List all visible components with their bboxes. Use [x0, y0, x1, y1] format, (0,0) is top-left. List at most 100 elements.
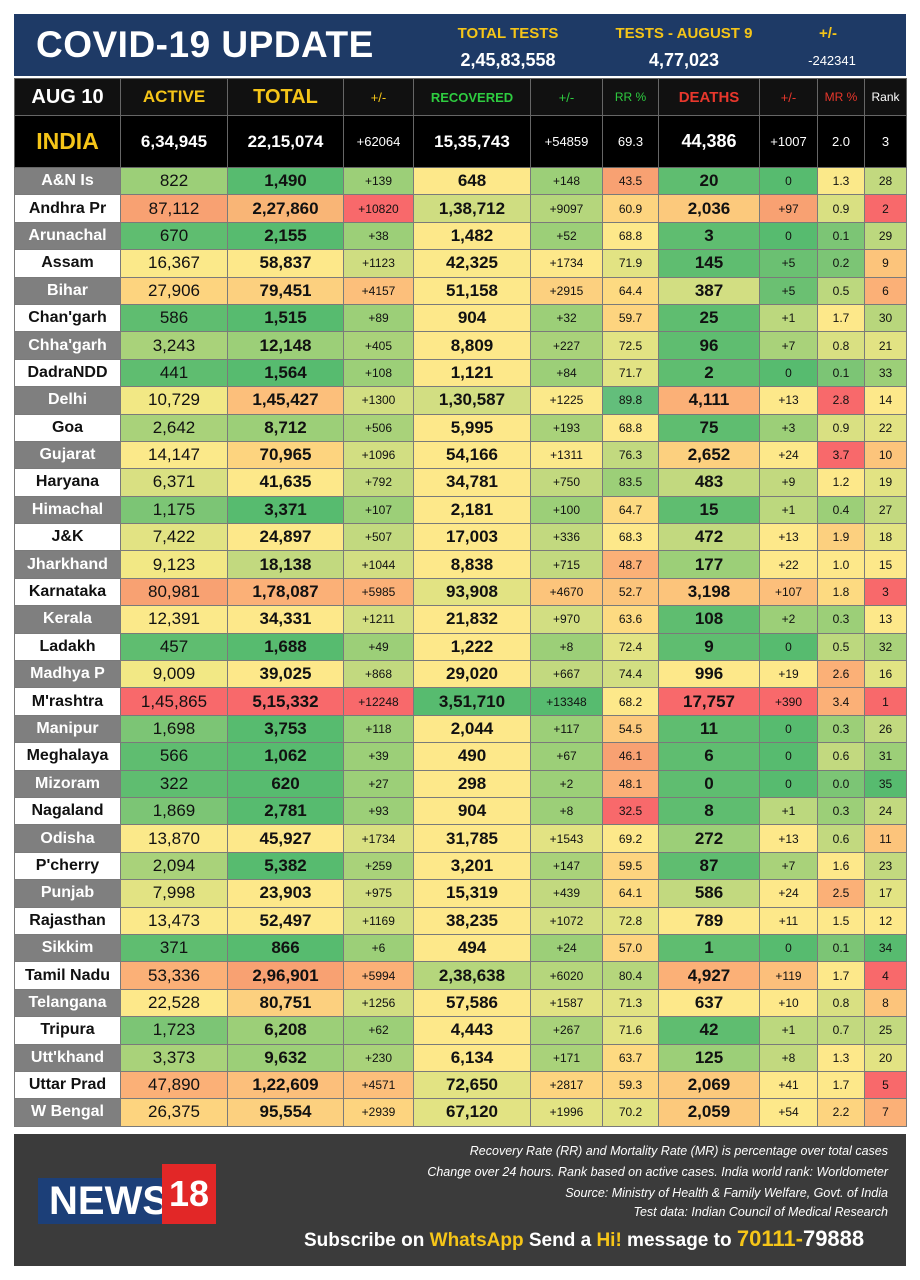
state-name: Kerala — [14, 605, 121, 634]
cell-deaths-change: +7 — [759, 331, 818, 360]
cell-total-change: +139 — [343, 166, 414, 196]
cell-active: 9,009 — [120, 660, 228, 689]
cell-rank: 9 — [864, 249, 907, 278]
cell-recovered: 8,809 — [413, 331, 531, 360]
cell-deaths-change: 0 — [759, 358, 818, 388]
cell-rank: 12 — [864, 906, 907, 935]
cell-total: 45,927 — [227, 824, 344, 853]
cell-deaths-change: +2 — [759, 605, 818, 634]
footer: Recovery Rate (RR) and Mortality Rate (M… — [14, 1134, 906, 1266]
india-rr: 69.3 — [602, 115, 659, 168]
india-mr: 2.0 — [817, 115, 865, 168]
cell-active: 322 — [120, 769, 228, 798]
cell-mr: 1.8 — [817, 577, 865, 607]
cell-deaths-change: +5 — [759, 249, 818, 278]
cell-total-change: +259 — [343, 851, 414, 881]
state-row: Goa 2,642 8,712 +506 5,995 +193 68.8 75 +3 0.9 22 — [14, 413, 907, 442]
cell-deaths-change: +11 — [759, 906, 818, 935]
cell-deaths: 20 — [658, 166, 760, 196]
cell-deaths: 789 — [658, 906, 760, 935]
column-header-row: AUG 10 ACTIVE TOTAL +/- RECOVERED +/- RR… — [14, 78, 907, 116]
cell-active: 6,371 — [120, 468, 228, 497]
cell-recovered-change: +227 — [530, 331, 603, 360]
cell-active: 1,869 — [120, 796, 228, 826]
cell-rr: 89.8 — [602, 386, 659, 415]
cell-mr: 1.7 — [817, 303, 865, 333]
cell-total-change: +27 — [343, 769, 414, 798]
cell-mr: 0.9 — [817, 413, 865, 442]
cell-active: 80,981 — [120, 577, 228, 607]
cell-deaths: 387 — [658, 276, 760, 305]
cell-recovered: 648 — [413, 166, 531, 196]
cell-rr: 69.2 — [602, 824, 659, 853]
cell-deaths: 2,036 — [658, 194, 760, 223]
cell-deaths: 15 — [658, 495, 760, 525]
state-row: DadraNDD 441 1,564 +108 1,121 +84 71.7 2 0 0.1 33 — [14, 358, 907, 388]
cell-mr: 1.7 — [817, 1070, 865, 1100]
state-name: Uttar Prad — [14, 1070, 121, 1100]
cell-mr: 0.5 — [817, 632, 865, 662]
subscribe-pre: Subscribe on — [304, 1230, 430, 1251]
cell-recovered: 1,121 — [413, 358, 531, 388]
cell-total-change: +108 — [343, 358, 414, 388]
cell-total: 39,025 — [227, 660, 344, 689]
cell-mr: 0.3 — [817, 796, 865, 826]
cell-deaths: 637 — [658, 988, 760, 1018]
col-rr: RR % — [602, 78, 659, 116]
cell-active: 13,473 — [120, 906, 228, 935]
cell-recovered: 38,235 — [413, 906, 531, 935]
cell-active: 53,336 — [120, 961, 228, 990]
cell-active: 7,998 — [120, 879, 228, 908]
cell-deaths-change: +19 — [759, 660, 818, 689]
cell-recovered: 8,838 — [413, 550, 531, 579]
cell-deaths-change: 0 — [759, 632, 818, 662]
cell-rank: 26 — [864, 714, 907, 744]
cell-rank: 15 — [864, 550, 907, 579]
cell-rr: 32.5 — [602, 796, 659, 826]
state-row: Punjab 7,998 23,903 +975 15,319 +439 64.1 586 +2… — [14, 879, 907, 908]
cell-rr: 52.7 — [602, 577, 659, 607]
cell-active: 10,729 — [120, 386, 228, 415]
state-row: J&K 7,422 24,897 +507 17,003 +336 68.3 472 +13 1.… — [14, 523, 907, 552]
india-deaths: 44,386 — [658, 115, 760, 168]
cell-rr: 72.5 — [602, 331, 659, 360]
state-row: Manipur 1,698 3,753 +118 2,044 +117 54.5 11 0 0.3… — [14, 714, 907, 744]
col-active: ACTIVE — [120, 78, 228, 116]
state-name: Sikkim — [14, 933, 121, 963]
cell-rr: 68.2 — [602, 687, 659, 716]
cell-active: 9,123 — [120, 550, 228, 579]
cell-recovered: 5,995 — [413, 413, 531, 442]
cell-deaths-change: 0 — [759, 166, 818, 196]
state-row: Jharkhand 9,123 18,138 +1044 8,838 +715 48.7 17… — [14, 550, 907, 579]
india-label: INDIA — [14, 115, 121, 168]
cell-mr: 0.0 — [817, 769, 865, 798]
cell-total-change: +12248 — [343, 687, 414, 716]
cell-rank: 19 — [864, 468, 907, 497]
cell-deaths-change: 0 — [759, 769, 818, 798]
cell-active: 441 — [120, 358, 228, 388]
cell-recovered-change: +715 — [530, 550, 603, 579]
cell-mr: 2.5 — [817, 879, 865, 908]
cell-rr: 48.1 — [602, 769, 659, 798]
cell-rank: 7 — [864, 1098, 907, 1127]
cell-rank: 5 — [864, 1070, 907, 1100]
cell-deaths: 11 — [658, 714, 760, 744]
cell-rank: 2 — [864, 194, 907, 223]
cell-mr: 0.2 — [817, 249, 865, 278]
cell-deaths: 96 — [658, 331, 760, 360]
cell-mr: 1.3 — [817, 166, 865, 196]
cell-mr: 0.1 — [817, 933, 865, 963]
col-rank: Rank — [864, 78, 907, 116]
state-name: Karnataka — [14, 577, 121, 607]
cell-recovered: 490 — [413, 742, 531, 771]
cell-mr: 1.3 — [817, 1043, 865, 1072]
cell-active: 822 — [120, 166, 228, 196]
cell-deaths: 108 — [658, 605, 760, 634]
subscribe-post: message to — [621, 1230, 737, 1251]
cell-total-change: +792 — [343, 468, 414, 497]
cell-total: 6,208 — [227, 1016, 344, 1045]
cell-rr: 71.7 — [602, 358, 659, 388]
state-name: Punjab — [14, 879, 121, 908]
cell-recovered: 42,325 — [413, 249, 531, 278]
cell-deaths-change: +3 — [759, 413, 818, 442]
